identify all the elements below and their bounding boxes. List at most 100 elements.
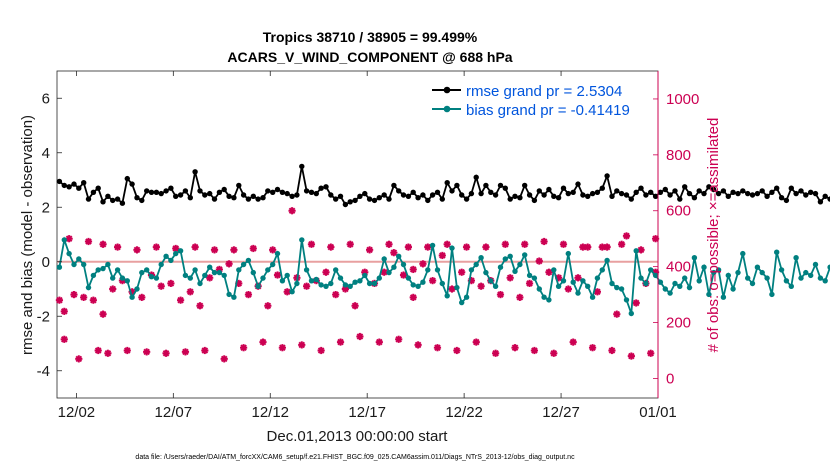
rmse-point	[725, 193, 731, 199]
rmse-point	[328, 192, 334, 198]
rmse-point	[342, 201, 349, 208]
legend: rmse grand pr = 2.5304 bias grand pr = -…	[432, 83, 630, 119]
rmse-point	[735, 190, 741, 197]
rmse-point	[774, 185, 780, 191]
obs-count-marker	[201, 346, 209, 355]
obs-count-marker	[351, 302, 359, 310]
bias-point	[270, 261, 276, 268]
rmse-point	[745, 190, 751, 197]
rmse-point	[652, 193, 659, 199]
rmse-point	[546, 186, 552, 193]
obs-count-marker	[269, 246, 277, 254]
rmse-point	[492, 192, 499, 198]
bias-point	[454, 284, 460, 291]
rmse-point	[434, 189, 441, 195]
obs-count-marker	[453, 346, 461, 355]
obs-count-marker	[138, 293, 146, 301]
rmse-point	[817, 199, 824, 205]
bias-point	[439, 280, 445, 287]
y-axis-left-label: rmse and bias (model - observation)	[19, 115, 36, 355]
rmse-point	[711, 186, 717, 193]
obs-count-marker	[259, 338, 267, 346]
obs-count-marker	[336, 338, 345, 346]
obs-count-marker	[196, 302, 204, 310]
obs-count-marker	[80, 293, 88, 301]
bias-point	[139, 269, 145, 276]
rmse-point	[701, 190, 707, 197]
bias-point	[648, 267, 654, 273]
bias-point	[764, 275, 770, 281]
bias-point	[449, 245, 455, 251]
legend-bias-marker	[443, 105, 451, 113]
bias-point	[745, 275, 751, 281]
x-tick-label: 12/22	[445, 404, 483, 421]
obs-count-marker	[157, 282, 165, 290]
obs-count-marker	[501, 240, 509, 248]
obs-count-marker	[622, 232, 631, 240]
bias-point	[667, 290, 673, 296]
rmse-point	[207, 190, 213, 197]
y-tick-label-left: 2	[42, 199, 50, 216]
obs-count-marker	[99, 240, 107, 248]
y-tick-label-left: -4	[37, 363, 50, 380]
rmse-point	[429, 192, 436, 198]
rmse-point	[231, 195, 237, 201]
rmse-point	[623, 192, 630, 198]
rmse-point	[473, 174, 479, 180]
obs-count-marker	[60, 335, 68, 343]
obs-count-marker	[419, 260, 427, 268]
obs-count-marker	[176, 296, 185, 304]
bias-point	[614, 284, 620, 291]
rmse-point	[720, 188, 727, 194]
bias-point	[294, 280, 300, 287]
bias-point	[250, 269, 256, 276]
rmse-point	[303, 188, 310, 194]
y-tick-label-left: 6	[42, 90, 50, 107]
rmse-point	[551, 193, 557, 199]
bias-point	[71, 261, 77, 268]
bias-point	[827, 264, 830, 270]
bias-point	[541, 294, 547, 300]
rmse-point	[381, 192, 387, 198]
obs-count-marker	[608, 346, 616, 355]
obs-count-marker	[593, 288, 602, 296]
bias-point	[211, 269, 218, 276]
rmse-point	[90, 189, 97, 195]
bias-point	[434, 267, 441, 273]
x-tick-label: 12/27	[542, 404, 580, 421]
obs-count-marker	[356, 332, 364, 341]
rmse-point	[415, 195, 421, 201]
bias-point	[376, 275, 382, 281]
obs-count-marker	[288, 207, 296, 215]
bias-point	[497, 264, 504, 270]
bias-point	[177, 248, 184, 254]
obs-count-marker	[162, 349, 170, 357]
rmse-point	[270, 189, 276, 195]
bias-point	[633, 248, 639, 254]
rmse-point	[95, 185, 101, 191]
bias-point	[546, 297, 552, 303]
bias-point	[400, 261, 407, 268]
bias-point	[783, 278, 790, 284]
rmse-point	[236, 182, 242, 189]
bias-point	[366, 280, 373, 287]
bias-point	[517, 261, 523, 268]
rmse-point	[400, 192, 407, 198]
bias-point	[357, 278, 363, 284]
rmse-point	[139, 197, 145, 204]
bias-point	[114, 267, 121, 273]
obs-count-marker	[530, 346, 539, 355]
bias-point	[657, 279, 664, 285]
bias-point	[202, 272, 208, 279]
rmse-point	[226, 193, 232, 199]
rmse-point	[522, 182, 528, 189]
y-tick-label-left: -2	[37, 308, 50, 325]
bias-point	[725, 272, 731, 279]
obs-count-marker	[273, 271, 282, 279]
obs-count-marker	[264, 302, 272, 310]
bias-point	[410, 282, 416, 288]
obs-count-marker	[385, 240, 393, 248]
rmse-point	[61, 182, 67, 189]
rmse-point	[497, 182, 504, 189]
obs-count-marker	[332, 290, 340, 299]
